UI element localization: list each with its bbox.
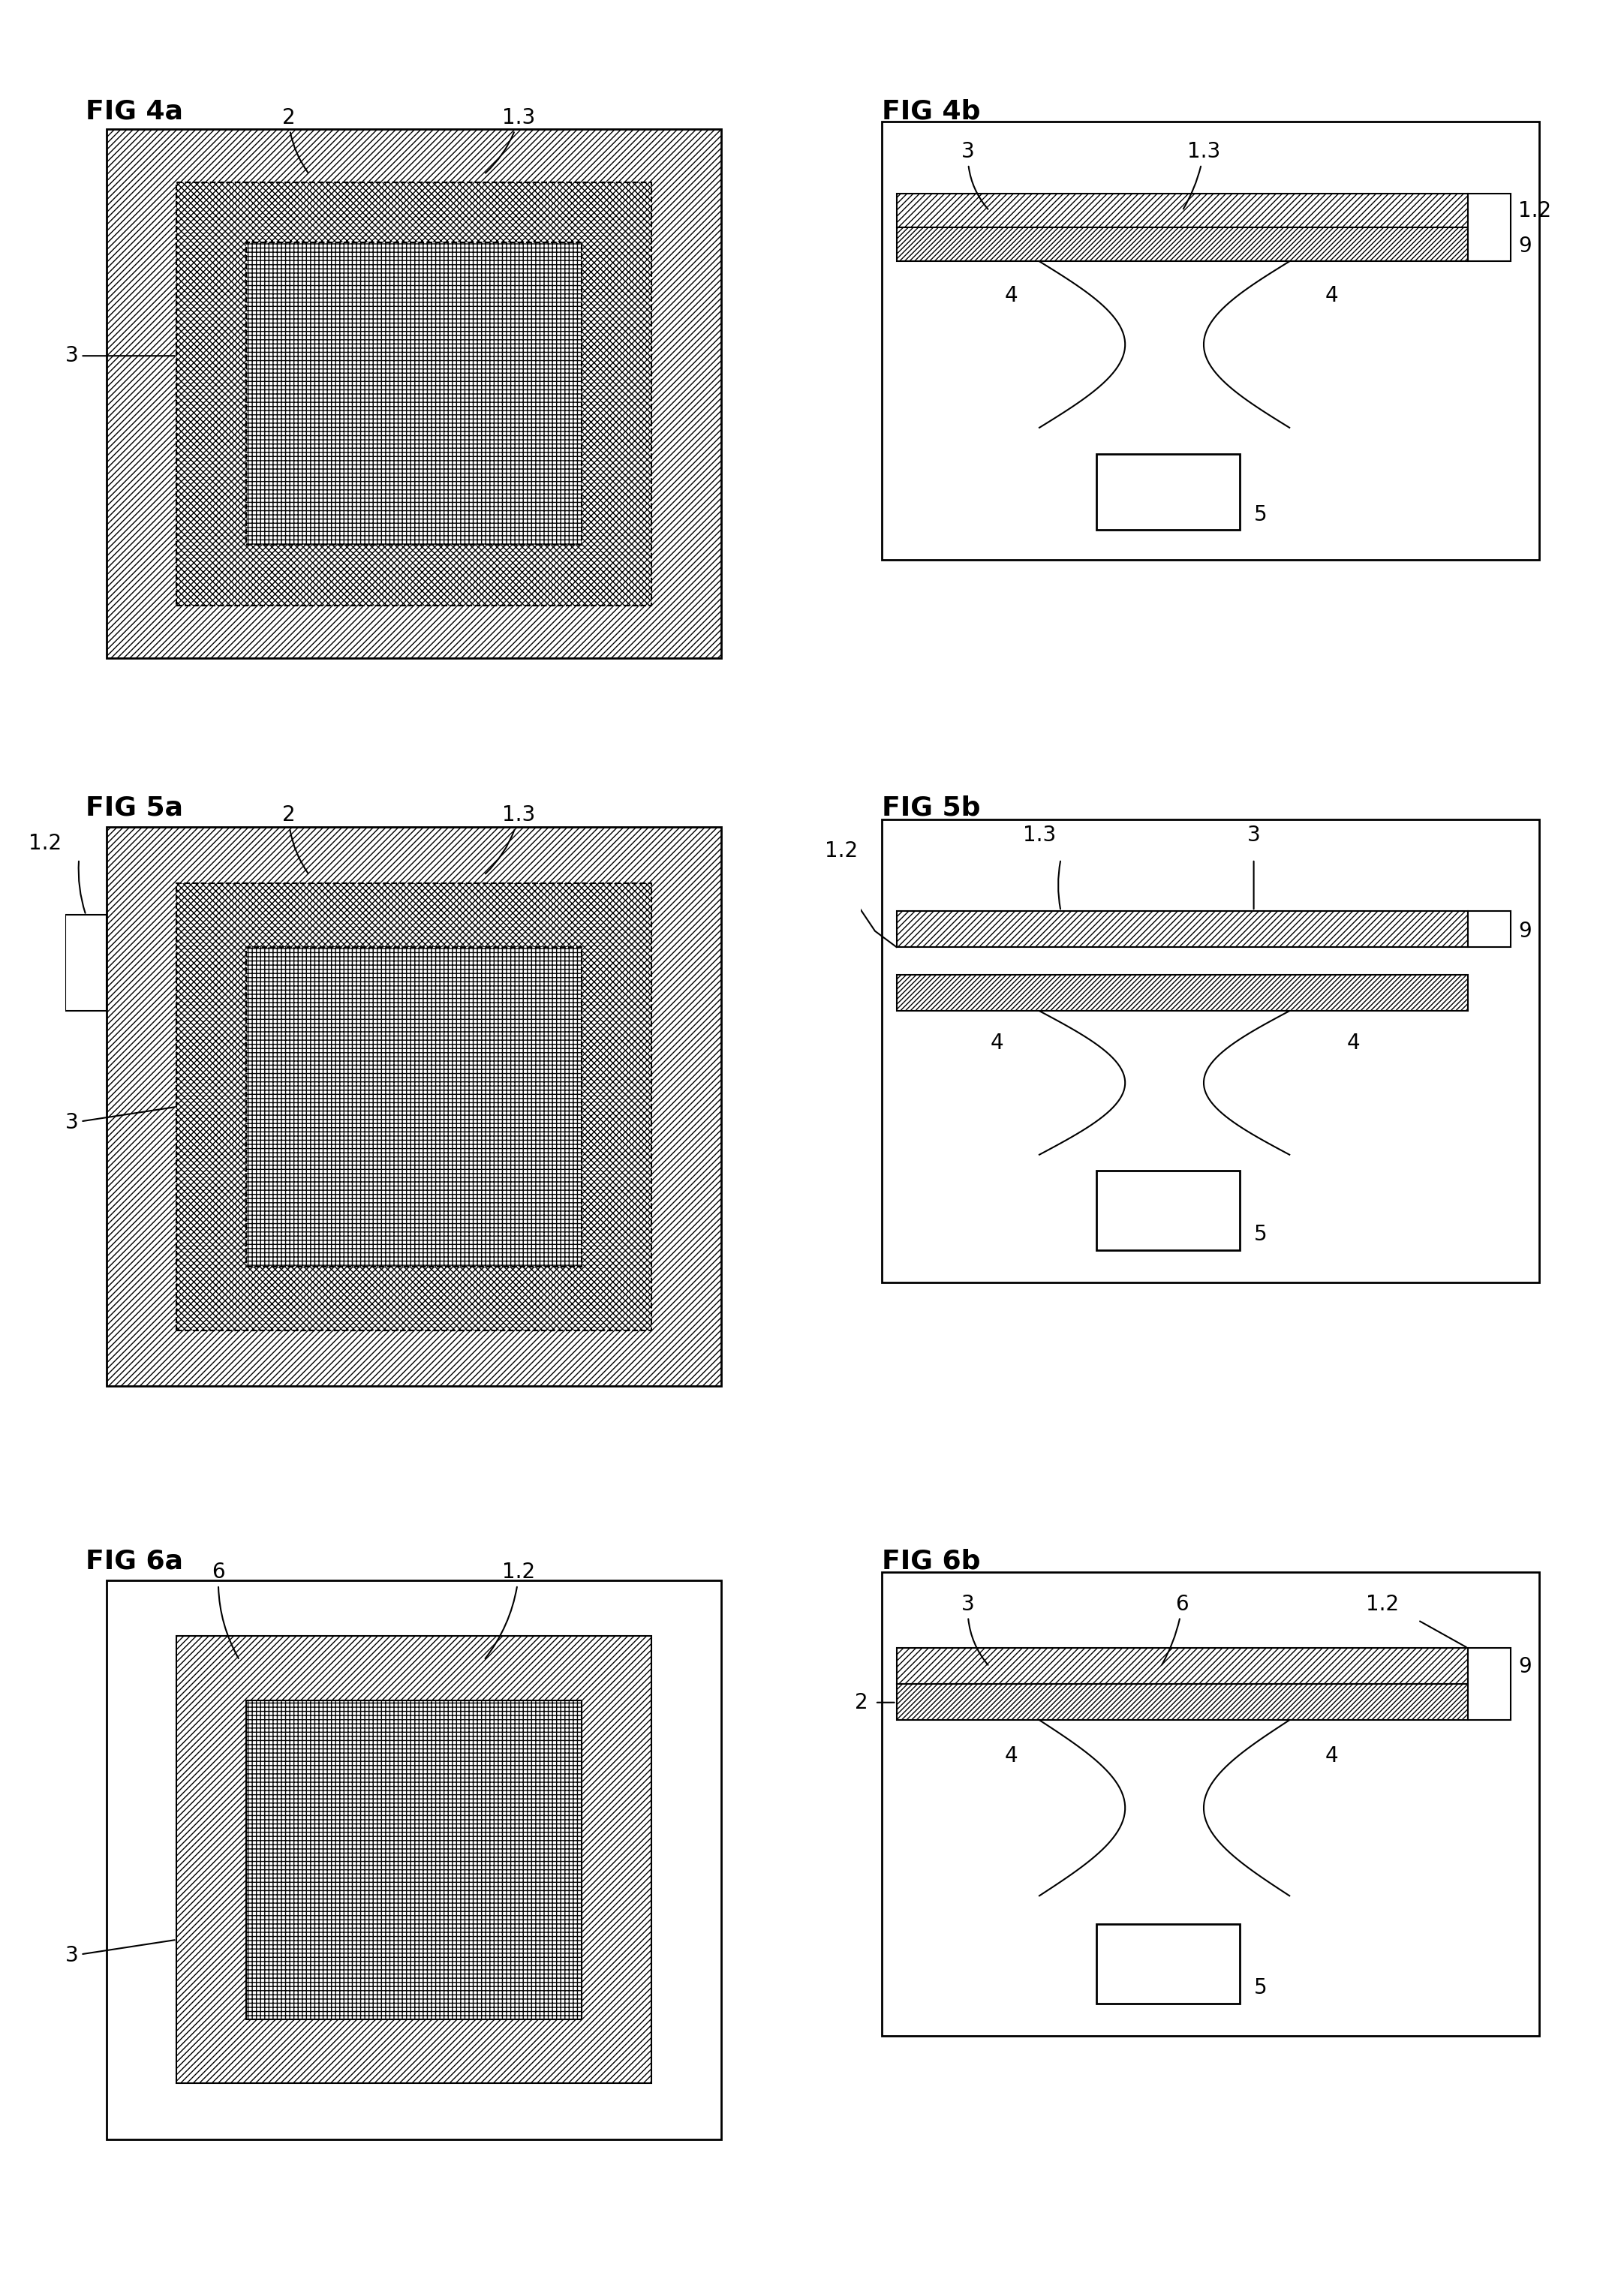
Text: 4: 4: [1005, 285, 1018, 306]
Text: 1.2: 1.2: [28, 833, 62, 853]
Text: 3: 3: [961, 141, 987, 210]
Text: 2: 2: [283, 107, 309, 173]
Bar: [1468, 1648, 1510, 1721]
Bar: [247, 1700, 581, 2020]
Bar: [896, 1684, 1468, 1721]
Bar: [177, 183, 651, 605]
Bar: [107, 130, 721, 657]
Bar: [1468, 194, 1510, 262]
Bar: [896, 974, 1468, 1011]
Text: 1.3: 1.3: [486, 107, 536, 173]
Text: 5: 5: [1254, 1976, 1267, 1999]
Text: 1.3: 1.3: [1023, 824, 1056, 847]
Text: 4: 4: [1325, 285, 1338, 306]
Text: 6: 6: [1161, 1593, 1189, 1666]
Text: 4: 4: [1325, 1746, 1338, 1766]
Bar: [107, 826, 721, 1385]
Text: 1.3: 1.3: [1184, 141, 1220, 210]
Text: 1.2: 1.2: [1518, 201, 1551, 221]
Text: 9: 9: [1518, 235, 1531, 258]
Text: 9: 9: [1518, 1657, 1531, 1677]
Text: 6: 6: [213, 1561, 239, 1659]
Bar: [177, 1636, 651, 2083]
Bar: [247, 1700, 581, 2020]
Bar: [107, 826, 721, 1385]
Bar: [1096, 1924, 1239, 2004]
Text: 3: 3: [1247, 824, 1260, 847]
Text: 4: 4: [991, 1031, 1004, 1054]
Text: 4: 4: [1005, 1746, 1018, 1766]
Text: 1.2: 1.2: [825, 840, 857, 863]
Bar: [896, 194, 1468, 228]
Bar: [882, 1572, 1540, 2036]
Text: 3: 3: [65, 345, 175, 367]
Text: 1.3: 1.3: [486, 806, 536, 874]
Bar: [247, 242, 581, 545]
Text: 3: 3: [65, 1107, 175, 1134]
Text: 1.2: 1.2: [1366, 1593, 1398, 1616]
Bar: [1096, 1171, 1239, 1251]
Bar: [177, 183, 651, 605]
Text: 4: 4: [1346, 1031, 1359, 1054]
Bar: [882, 121, 1540, 559]
Text: FIG 6a: FIG 6a: [86, 1547, 184, 1575]
Text: 2: 2: [854, 1691, 867, 1714]
Bar: [247, 242, 581, 545]
Bar: [896, 1648, 1468, 1684]
Bar: [882, 819, 1540, 1282]
Bar: [1468, 911, 1510, 947]
Bar: [896, 228, 1468, 262]
Bar: [177, 883, 651, 1330]
Text: 2: 2: [283, 806, 309, 874]
Text: FIG 6b: FIG 6b: [882, 1547, 981, 1575]
Bar: [177, 883, 651, 1330]
Text: 1.2: 1.2: [486, 1561, 536, 1659]
Bar: [896, 1648, 1468, 1684]
Text: FIG 4b: FIG 4b: [882, 98, 981, 123]
Bar: [247, 947, 581, 1267]
Text: 3: 3: [65, 1940, 175, 1967]
Text: FIG 5b: FIG 5b: [882, 796, 981, 822]
Bar: [247, 947, 581, 1267]
Bar: [896, 911, 1468, 947]
Text: 5: 5: [1254, 1223, 1267, 1246]
Bar: [107, 1579, 721, 2141]
Bar: [1096, 454, 1239, 529]
Bar: [896, 228, 1468, 262]
Bar: [896, 911, 1468, 947]
Text: 9: 9: [1518, 920, 1531, 942]
Text: 3: 3: [961, 1593, 987, 1666]
Bar: [896, 974, 1468, 1011]
Text: FIG 5a: FIG 5a: [86, 796, 184, 822]
Text: FIG 4a: FIG 4a: [86, 98, 184, 123]
Bar: [107, 130, 721, 657]
Bar: [65, 915, 107, 1011]
Text: 5: 5: [1254, 504, 1267, 525]
Bar: [177, 1636, 651, 2083]
Bar: [896, 194, 1468, 228]
Bar: [896, 1684, 1468, 1721]
